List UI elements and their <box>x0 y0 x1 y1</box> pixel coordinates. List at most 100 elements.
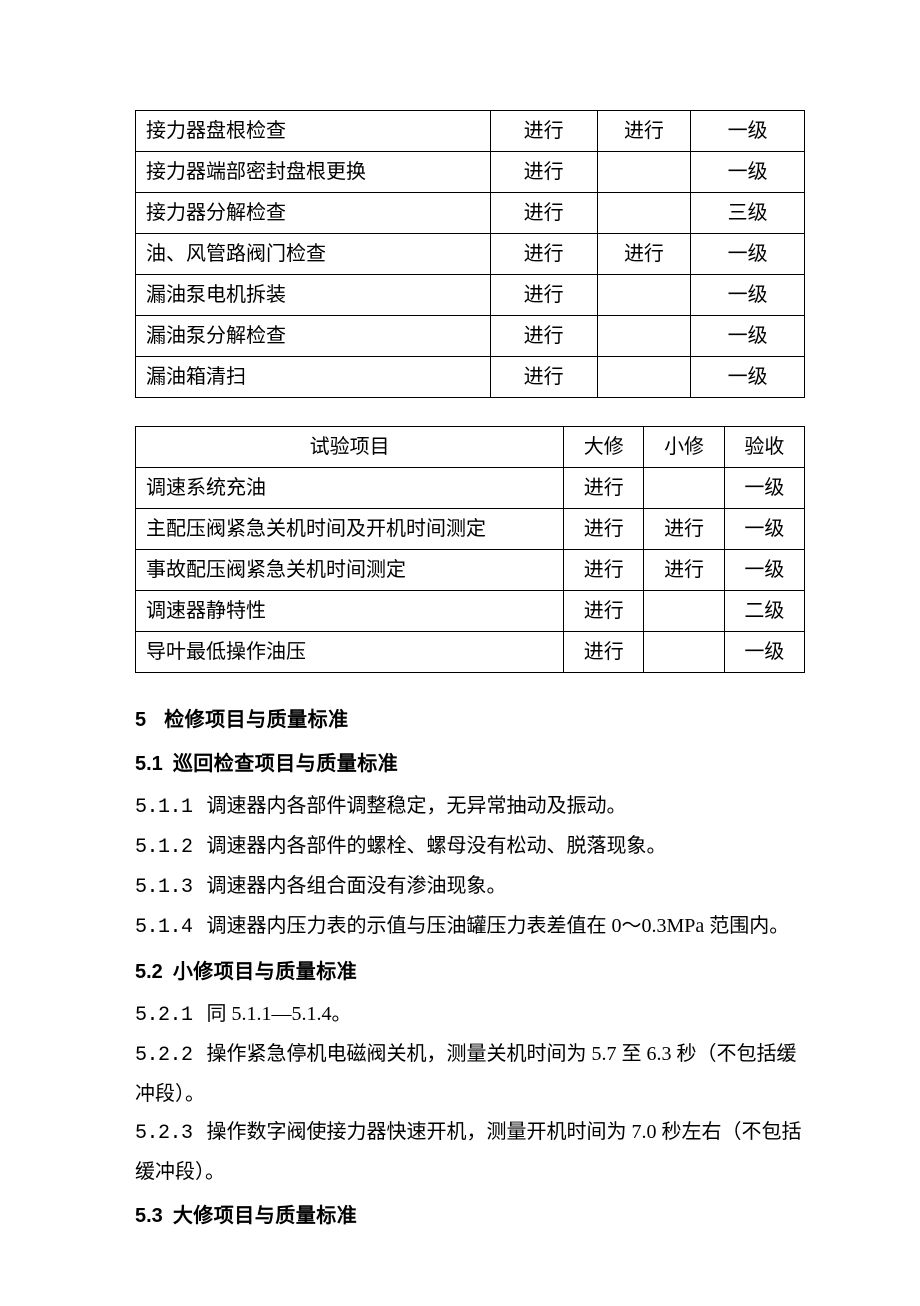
section-5: 5 检修项目与质量标准 5.1巡回检查项目与质量标准 5.1.1调速器内各部件调整… <box>135 701 805 1235</box>
table-cell: 主配压阀紧急关机时间及开机时间测定 <box>136 509 564 550</box>
table-cell: 进行 <box>564 632 644 673</box>
table-cell: 一级 <box>691 111 805 152</box>
subsection-title: 大修项目与质量标准 <box>173 1205 358 1227</box>
test-items-table: 试验项目 大修 小修 验收 调速系统充油进行一级主配压阀紧急关机时间及开机时间测… <box>135 426 805 673</box>
item-number: 5.1.3 <box>135 876 193 899</box>
item-text: 操作数字阀使接力器快速开机，测量开机时间为 7.0 秒左右（不包括缓冲段）。 <box>135 1121 802 1183</box>
table-cell: 调速器静特性 <box>136 591 564 632</box>
table-cell: 进行 <box>644 550 724 591</box>
table-cell: 进行 <box>597 234 691 275</box>
table-cell: 一级 <box>724 468 804 509</box>
subsection-5-3: 5.3 大修项目与质量标准 <box>135 1197 805 1235</box>
section-number: 5 <box>135 709 146 731</box>
item-text: 操作紧急停机电磁阀关机，测量关机时间为 5.7 至 6.3 秒（不包括缓冲段）。 <box>135 1043 797 1105</box>
table-cell: 事故配压阀紧急关机时间测定 <box>136 550 564 591</box>
item-text: 同 5.1.1—5.1.4。 <box>207 1003 352 1025</box>
table-cell: 接力器分解检查 <box>136 193 491 234</box>
table-row: 调速器静特性进行 二级 <box>136 591 805 632</box>
section-title: 检修项目与质量标准 <box>164 709 349 731</box>
subsection-number: 5.1 <box>135 753 163 775</box>
item-text: 调速器内各部件的螺栓、螺母没有松动、脱落现象。 <box>207 835 667 857</box>
item-number: 5.1.4 <box>135 916 193 939</box>
table-cell: 进行 <box>490 275 597 316</box>
subsection-number: 5.3 <box>135 1205 163 1227</box>
item-number: 5.2.1 <box>135 1004 193 1027</box>
subsection-heading: 5.2 小修项目与质量标准 <box>135 953 805 991</box>
table-cell: 导叶最低操作油压 <box>136 632 564 673</box>
header-minor: 小修 <box>644 427 724 468</box>
table-cell: 漏油箱清扫 <box>136 357 491 398</box>
table-row: 导叶最低操作油压进行 一级 <box>136 632 805 673</box>
numbered-paragraph: 5.1.1调速器内各部件调整稳定，无异常抽动及振动。 <box>135 787 805 827</box>
table-cell: 进行 <box>564 468 644 509</box>
table-cell <box>644 591 724 632</box>
table-row: 接力器盘根检查进行进行一级 <box>136 111 805 152</box>
subsection-heading: 5.1巡回检查项目与质量标准 <box>135 745 805 783</box>
table-cell: 进行 <box>490 357 597 398</box>
table-cell: 油、风管路阀门检查 <box>136 234 491 275</box>
table-cell <box>644 468 724 509</box>
subsection-heading: 5.3 大修项目与质量标准 <box>135 1197 805 1235</box>
table-cell: 一级 <box>724 550 804 591</box>
table-cell: 接力器端部密封盘根更换 <box>136 152 491 193</box>
numbered-paragraph: 5.2.1 同 5.1.1—5.1.4。 <box>135 995 805 1035</box>
table-row: 接力器端部密封盘根更换进行 一级 <box>136 152 805 193</box>
table-cell <box>644 632 724 673</box>
table-cell <box>597 275 691 316</box>
table-cell <box>597 357 691 398</box>
table-cell: 进行 <box>564 591 644 632</box>
header-item: 试验项目 <box>136 427 564 468</box>
table-cell: 二级 <box>724 591 804 632</box>
item-text: 调速器内各部件调整稳定，无异常抽动及振动。 <box>207 795 627 817</box>
table-cell: 一级 <box>691 234 805 275</box>
table-row: 漏油箱清扫进行 一级 <box>136 357 805 398</box>
item-text: 调速器内各组合面没有渗油现象。 <box>207 875 507 897</box>
table-row: 油、风管路阀门检查进行进行一级 <box>136 234 805 275</box>
numbered-paragraph: 5.1.4调速器内压力表的示值与压油罐压力表差值在 0～0.3MPa 范围内。 <box>135 907 805 947</box>
table-cell: 进行 <box>564 509 644 550</box>
table-cell: 调速系统充油 <box>136 468 564 509</box>
table-cell: 进行 <box>644 509 724 550</box>
table-row: 漏油泵电机拆装进行 一级 <box>136 275 805 316</box>
table-row: 接力器分解检查进行 三级 <box>136 193 805 234</box>
table-cell: 进行 <box>490 152 597 193</box>
numbered-paragraph: 5.2.3操作数字阀使接力器快速开机，测量开机时间为 7.0 秒左右（不包括缓冲… <box>135 1113 805 1191</box>
table-cell <box>597 152 691 193</box>
table-row: 漏油泵分解检查进行 一级 <box>136 316 805 357</box>
table-cell: 一级 <box>724 509 804 550</box>
table-header-row: 试验项目 大修 小修 验收 <box>136 427 805 468</box>
item-number: 5.2.3 <box>135 1122 193 1145</box>
numbered-paragraph: 5.1.2 调速器内各部件的螺栓、螺母没有松动、脱落现象。 <box>135 827 805 867</box>
table-cell: 进行 <box>490 193 597 234</box>
table-row: 事故配压阀紧急关机时间测定进行进行一级 <box>136 550 805 591</box>
header-acceptance: 验收 <box>724 427 804 468</box>
table-cell: 一级 <box>691 275 805 316</box>
table-cell: 接力器盘根检查 <box>136 111 491 152</box>
section-heading: 5 检修项目与质量标准 <box>135 701 805 739</box>
table-cell: 进行 <box>490 316 597 357</box>
header-major: 大修 <box>564 427 644 468</box>
subsection-5-1: 5.1巡回检查项目与质量标准 5.1.1调速器内各部件调整稳定，无异常抽动及振动… <box>135 745 805 947</box>
item-number: 5.1.2 <box>135 836 193 859</box>
table-cell: 一级 <box>691 357 805 398</box>
table-cell: 漏油泵分解检查 <box>136 316 491 357</box>
table-cell: 进行 <box>490 234 597 275</box>
subsection-number: 5.2 <box>135 961 163 983</box>
numbered-paragraph: 5.1.3 调速器内各组合面没有渗油现象。 <box>135 867 805 907</box>
table-cell: 进行 <box>490 111 597 152</box>
table-cell: 一级 <box>724 632 804 673</box>
table-cell: 三级 <box>691 193 805 234</box>
table-cell <box>597 193 691 234</box>
table-row: 调速系统充油进行 一级 <box>136 468 805 509</box>
maintenance-items-table: 接力器盘根检查进行进行一级接力器端部密封盘根更换进行一级接力器分解检查进行三级油… <box>135 110 805 398</box>
table-cell: 一级 <box>691 152 805 193</box>
numbered-paragraph: 5.2.2操作紧急停机电磁阀关机，测量关机时间为 5.7 至 6.3 秒（不包括… <box>135 1035 805 1113</box>
subsection-5-2: 5.2 小修项目与质量标准 5.2.1 同 5.1.1—5.1.4。 5.2.2操作紧… <box>135 953 805 1191</box>
table-cell: 漏油泵电机拆装 <box>136 275 491 316</box>
table-cell: 进行 <box>597 111 691 152</box>
table-cell <box>597 316 691 357</box>
table-cell: 一级 <box>691 316 805 357</box>
item-number: 5.2.2 <box>135 1044 193 1067</box>
table-row: 主配压阀紧急关机时间及开机时间测定进行进行一级 <box>136 509 805 550</box>
subsection-title: 小修项目与质量标准 <box>173 961 358 983</box>
